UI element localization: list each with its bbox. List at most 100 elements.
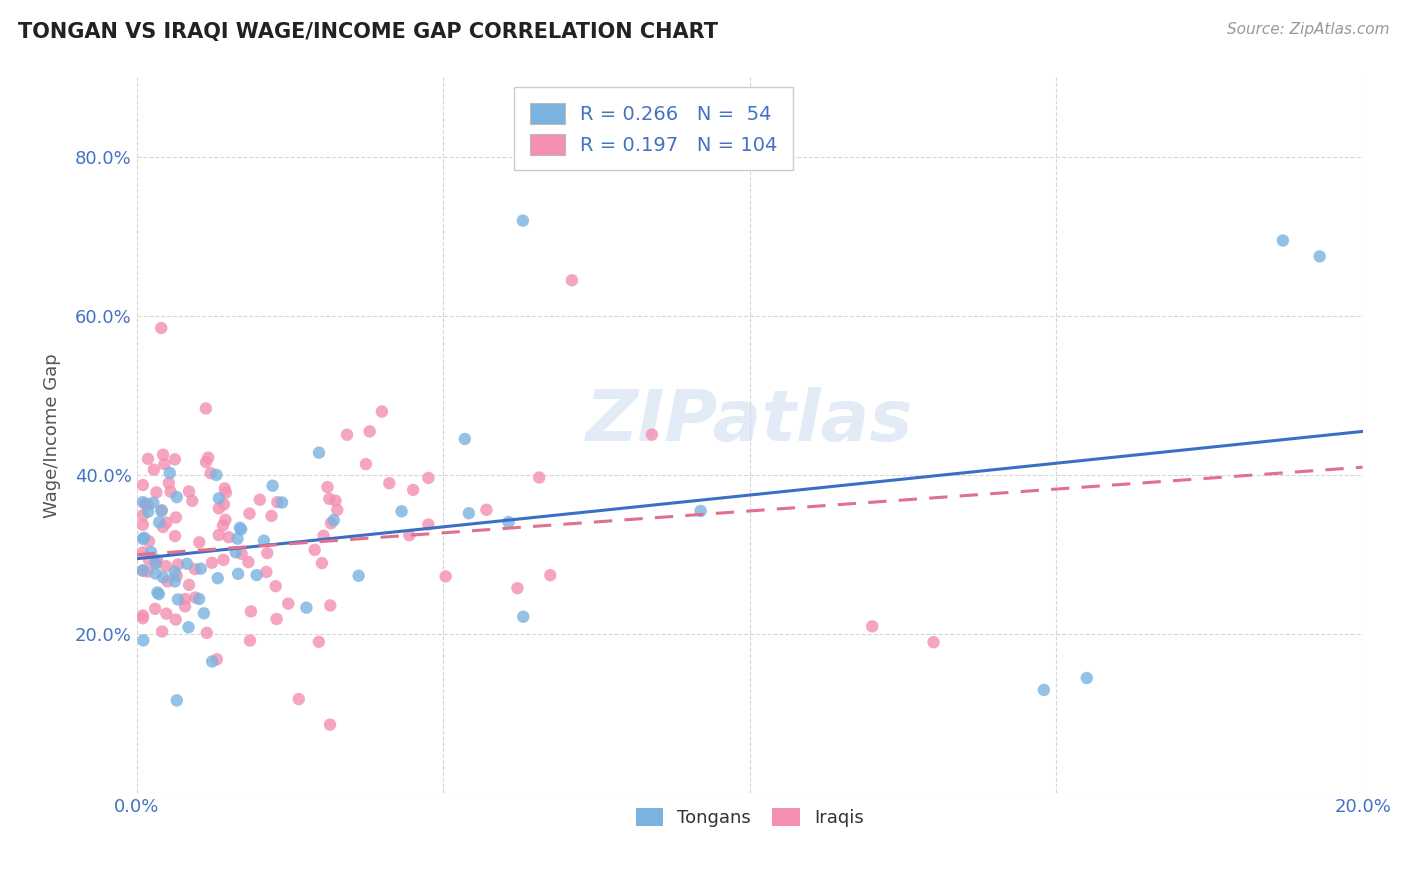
Point — [475, 503, 498, 517]
Point — [200, 466, 222, 480]
Point — [316, 480, 339, 494]
Point — [174, 592, 197, 607]
Point — [132, 508, 155, 523]
Point — [402, 483, 425, 497]
Point — [138, 552, 160, 566]
Point — [326, 503, 349, 517]
Point — [201, 655, 224, 669]
Point — [1032, 682, 1054, 697]
Point — [205, 652, 228, 666]
Point — [371, 404, 394, 418]
Point — [498, 515, 520, 529]
Point — [249, 492, 271, 507]
Point — [1076, 671, 1098, 685]
Point — [418, 471, 440, 485]
Point — [132, 633, 155, 648]
Point — [256, 546, 278, 560]
Point — [167, 592, 190, 607]
Point — [262, 479, 284, 493]
Point — [354, 457, 377, 471]
Point — [145, 556, 167, 570]
Point — [214, 482, 236, 496]
Point — [138, 534, 160, 549]
Point — [225, 545, 247, 559]
Point — [165, 510, 187, 524]
Point — [319, 599, 342, 613]
Point — [139, 545, 162, 559]
Point — [152, 520, 174, 534]
Point — [190, 562, 212, 576]
Point — [231, 547, 253, 561]
Point — [512, 213, 534, 227]
Point — [239, 633, 262, 648]
Point — [193, 607, 215, 621]
Point — [454, 432, 477, 446]
Point — [142, 462, 165, 476]
Point — [155, 516, 177, 530]
Point — [266, 495, 288, 509]
Point — [132, 563, 155, 577]
Point — [226, 532, 249, 546]
Point — [336, 427, 359, 442]
Point — [538, 568, 561, 582]
Point — [208, 501, 231, 516]
Point — [238, 555, 260, 569]
Point — [174, 599, 197, 614]
Point — [177, 484, 200, 499]
Point — [506, 581, 529, 595]
Point — [177, 578, 200, 592]
Point — [132, 611, 155, 625]
Text: TONGAN VS IRAQI WAGE/INCOME GAP CORRELATION CHART: TONGAN VS IRAQI WAGE/INCOME GAP CORRELAT… — [18, 22, 718, 42]
Point — [166, 693, 188, 707]
Point — [295, 600, 318, 615]
Point — [245, 568, 267, 582]
Point — [207, 571, 229, 585]
Point — [184, 591, 207, 605]
Point — [238, 507, 260, 521]
Point — [176, 557, 198, 571]
Point — [208, 528, 231, 542]
Point — [254, 565, 277, 579]
Point — [359, 425, 381, 439]
Point — [155, 559, 177, 574]
Point — [512, 609, 534, 624]
Point — [1309, 249, 1331, 263]
Point — [188, 535, 211, 549]
Point — [398, 528, 420, 542]
Point — [142, 496, 165, 510]
Point — [922, 635, 945, 649]
Y-axis label: Wage/Income Gap: Wage/Income Gap — [44, 353, 60, 517]
Point — [157, 475, 180, 490]
Point — [311, 556, 333, 570]
Point — [163, 529, 186, 543]
Point — [136, 505, 159, 519]
Point — [132, 545, 155, 559]
Point — [253, 533, 276, 548]
Point — [143, 602, 166, 616]
Point — [205, 467, 228, 482]
Point — [260, 508, 283, 523]
Point — [150, 503, 173, 517]
Point — [152, 448, 174, 462]
Point — [457, 506, 479, 520]
Point — [391, 504, 413, 518]
Point — [208, 491, 231, 506]
Point — [378, 476, 401, 491]
Point — [318, 491, 340, 506]
Point — [152, 570, 174, 584]
Point — [132, 478, 155, 492]
Point — [218, 530, 240, 544]
Point — [150, 624, 173, 639]
Point — [308, 635, 330, 649]
Point — [159, 466, 181, 480]
Point — [153, 457, 176, 471]
Point — [418, 517, 440, 532]
Point — [148, 516, 170, 530]
Point — [195, 455, 218, 469]
Point — [135, 497, 157, 511]
Point — [167, 558, 190, 572]
Point — [163, 565, 186, 579]
Point — [132, 495, 155, 509]
Point — [150, 321, 173, 335]
Point — [212, 553, 235, 567]
